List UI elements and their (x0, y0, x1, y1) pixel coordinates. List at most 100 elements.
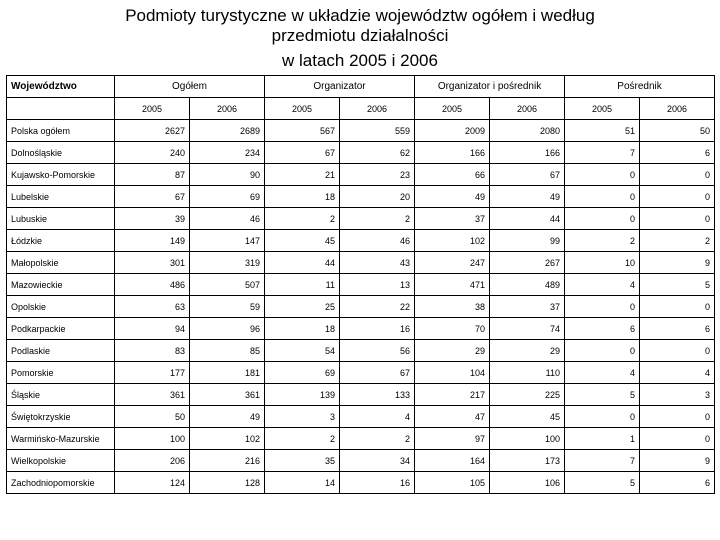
cell-value: 13 (340, 274, 415, 296)
col-group-posrednik: Pośrednik (565, 76, 715, 98)
cell-value: 181 (190, 362, 265, 384)
row-label: Lubuskie (7, 208, 115, 230)
cell-value: 149 (115, 230, 190, 252)
table-row: Łódzkie14914745461029922 (7, 230, 715, 252)
table-row: Opolskie63592522383700 (7, 296, 715, 318)
cell-value: 102 (190, 428, 265, 450)
cell-value: 2 (265, 208, 340, 230)
row-label: Dolnośląskie (7, 142, 115, 164)
cell-value: 37 (415, 208, 490, 230)
cell-value: 59 (190, 296, 265, 318)
cell-value: 44 (265, 252, 340, 274)
cell-value: 38 (415, 296, 490, 318)
col-header-blank (7, 98, 115, 120)
data-table: Województwo Ogółem Organizator Organizat… (6, 75, 715, 494)
cell-value: 87 (115, 164, 190, 186)
cell-value: 567 (265, 120, 340, 142)
cell-value: 49 (490, 186, 565, 208)
cell-value: 20 (340, 186, 415, 208)
table-row: Warmińsko-Mazurskie100102229710010 (7, 428, 715, 450)
cell-value: 47 (415, 406, 490, 428)
cell-value: 16 (340, 472, 415, 494)
cell-value: 25 (265, 296, 340, 318)
cell-value: 14 (265, 472, 340, 494)
table-row: Polska ogółem26272689567559200920805150 (7, 120, 715, 142)
cell-value: 7 (565, 142, 640, 164)
cell-value: 63 (115, 296, 190, 318)
cell-value: 46 (340, 230, 415, 252)
cell-value: 0 (565, 186, 640, 208)
table-row: Podlaskie83855456292900 (7, 340, 715, 362)
cell-value: 164 (415, 450, 490, 472)
cell-value: 67 (490, 164, 565, 186)
cell-value: 2 (265, 428, 340, 450)
table-row: Kujawsko-Pomorskie87902123666700 (7, 164, 715, 186)
cell-value: 69 (190, 186, 265, 208)
cell-value: 2 (340, 208, 415, 230)
table-row: Małopolskie3013194443247267109 (7, 252, 715, 274)
cell-value: 216 (190, 450, 265, 472)
cell-value: 69 (265, 362, 340, 384)
cell-value: 0 (640, 186, 715, 208)
cell-value: 486 (115, 274, 190, 296)
cell-value: 319 (190, 252, 265, 274)
row-label: Łódzkie (7, 230, 115, 252)
col-year: 2005 (115, 98, 190, 120)
col-year: 2005 (565, 98, 640, 120)
cell-value: 0 (640, 406, 715, 428)
table-row: Dolnośląskie240234676216616676 (7, 142, 715, 164)
row-label: Polska ogółem (7, 120, 115, 142)
cell-value: 2009 (415, 120, 490, 142)
cell-value: 2 (565, 230, 640, 252)
cell-value: 0 (565, 208, 640, 230)
row-label: Mazowieckie (7, 274, 115, 296)
cell-value: 177 (115, 362, 190, 384)
cell-value: 70 (415, 318, 490, 340)
cell-value: 100 (490, 428, 565, 450)
cell-value: 0 (565, 340, 640, 362)
cell-value: 66 (415, 164, 490, 186)
cell-value: 3 (640, 384, 715, 406)
cell-value: 0 (640, 208, 715, 230)
cell-value: 2 (340, 428, 415, 450)
cell-value: 100 (115, 428, 190, 450)
cell-value: 106 (490, 472, 565, 494)
cell-value: 67 (115, 186, 190, 208)
cell-value: 133 (340, 384, 415, 406)
row-label: Pomorskie (7, 362, 115, 384)
cell-value: 45 (490, 406, 565, 428)
table-row: Lubelskie67691820494900 (7, 186, 715, 208)
cell-value: 50 (640, 120, 715, 142)
cell-value: 21 (265, 164, 340, 186)
header-row-groups: Województwo Ogółem Organizator Organizat… (7, 76, 715, 98)
cell-value: 16 (340, 318, 415, 340)
header-row-years: 2005 2006 2005 2006 2005 2006 2005 2006 (7, 98, 715, 120)
cell-value: 559 (340, 120, 415, 142)
cell-value: 110 (490, 362, 565, 384)
cell-value: 0 (640, 164, 715, 186)
cell-value: 105 (415, 472, 490, 494)
cell-value: 217 (415, 384, 490, 406)
cell-value: 6 (640, 472, 715, 494)
row-label: Lubelskie (7, 186, 115, 208)
cell-value: 4 (565, 274, 640, 296)
cell-value: 97 (415, 428, 490, 450)
row-label: Podlaskie (7, 340, 115, 362)
cell-value: 2689 (190, 120, 265, 142)
cell-value: 0 (640, 296, 715, 318)
cell-value: 96 (190, 318, 265, 340)
col-year: 2006 (340, 98, 415, 120)
table-row: Śląskie36136113913321722553 (7, 384, 715, 406)
col-group-organizator-posrednik: Organizator i pośrednik (415, 76, 565, 98)
cell-value: 43 (340, 252, 415, 274)
col-year: 2005 (265, 98, 340, 120)
table-row: Pomorskie177181696710411044 (7, 362, 715, 384)
cell-value: 361 (190, 384, 265, 406)
cell-value: 0 (565, 406, 640, 428)
col-year: 2005 (415, 98, 490, 120)
cell-value: 5 (565, 472, 640, 494)
cell-value: 1 (565, 428, 640, 450)
cell-value: 45 (265, 230, 340, 252)
table-row: Podkarpackie94961816707466 (7, 318, 715, 340)
cell-value: 44 (490, 208, 565, 230)
